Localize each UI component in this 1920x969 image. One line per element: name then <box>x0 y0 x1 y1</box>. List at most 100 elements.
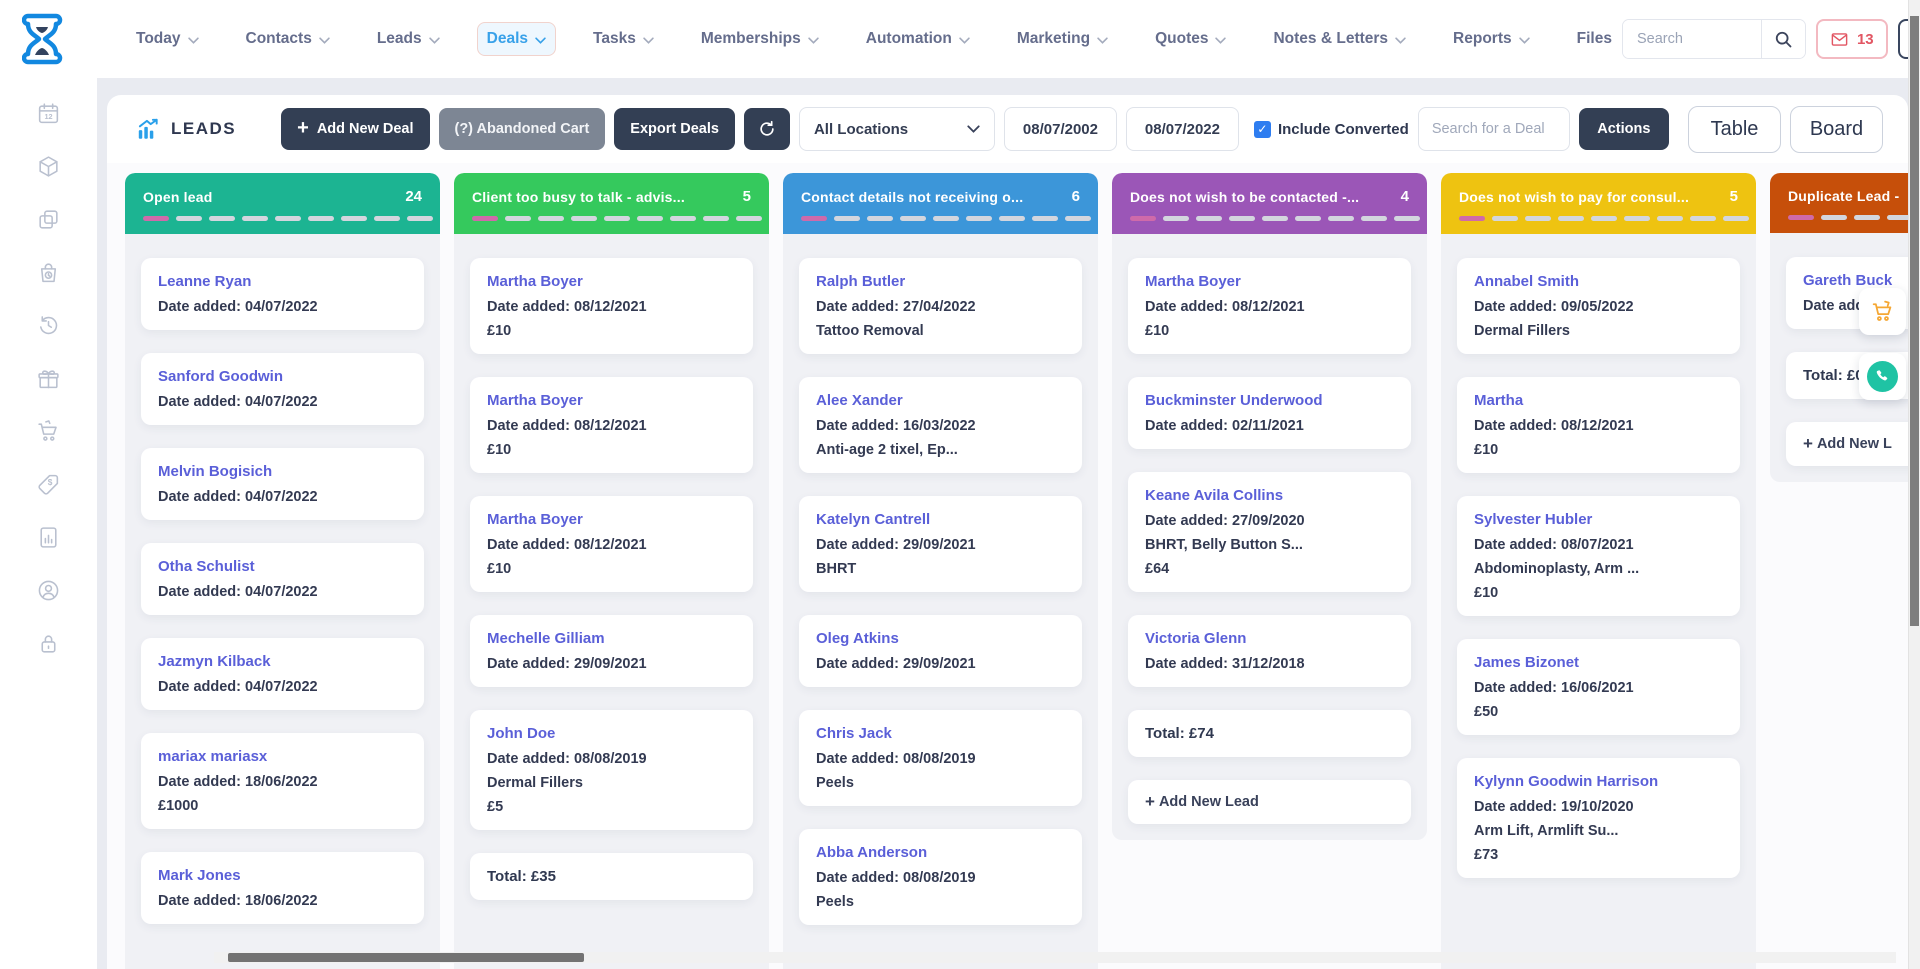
nav-item-automation[interactable]: Automation <box>856 22 980 56</box>
whatsapp-floating-button[interactable] <box>1859 353 1906 400</box>
include-converted-toggle[interactable]: ✓ Include Converted <box>1253 120 1409 138</box>
lead-name-link[interactable]: mariax mariasx <box>158 748 268 765</box>
nav-item-files[interactable]: Files <box>1567 22 1622 56</box>
add-new-lead-button[interactable]: + Add New L <box>1786 422 1908 466</box>
board-view-button[interactable]: Board <box>1790 105 1883 153</box>
nav-item-marketing[interactable]: Marketing <box>1007 22 1118 56</box>
lead-card[interactable]: Keane Avila Collins Date added: 27/09/202… <box>1128 472 1411 592</box>
lead-card[interactable]: Martha Boyer Date added: 08/12/2021 £10 <box>470 377 753 473</box>
lead-card[interactable]: James Bizonet Date added: 16/06/2021 £50 <box>1457 639 1740 735</box>
lead-name-link[interactable]: Oleg Atkins <box>816 630 899 647</box>
lead-card[interactable]: Chris Jack Date added: 08/08/2019 Peels <box>799 710 1082 806</box>
lead-card[interactable]: Martha Boyer Date added: 08/12/2021 £10 <box>470 258 753 354</box>
lead-name-link[interactable]: Jazmyn Kilback <box>158 653 271 670</box>
lock-icon[interactable] <box>36 630 62 656</box>
lead-card[interactable]: Leanne Ryan Date added: 04/07/2022 <box>141 258 424 330</box>
lead-name-link[interactable]: Martha Boyer <box>487 392 583 409</box>
support-icon[interactable] <box>36 577 62 603</box>
lead-name-link[interactable]: Sylvester Hubler <box>1474 511 1593 528</box>
date-from-input[interactable]: 08/07/2002 <box>1003 107 1117 151</box>
shopping-bag-icon[interactable] <box>36 259 62 285</box>
vertical-scrollbar[interactable] <box>1908 0 1920 969</box>
mail-notifications-badge[interactable]: 13 <box>1815 19 1888 59</box>
report-icon[interactable] <box>36 524 62 550</box>
lead-name-link[interactable]: Martha Boyer <box>487 511 583 528</box>
actions-button[interactable]: Actions <box>1578 108 1669 150</box>
lead-name-link[interactable]: John Doe <box>487 725 556 742</box>
copy-icon[interactable] <box>36 206 62 232</box>
lead-name-link[interactable]: Alee Xander <box>816 392 903 409</box>
add-new-deal-button[interactable]: + Add New Deal <box>281 108 430 150</box>
lead-name-link[interactable]: Melvin Bogisich <box>158 463 273 480</box>
lead-name-link[interactable]: Gareth Buck <box>1803 272 1893 289</box>
nav-item-notes-letters[interactable]: Notes & Letters <box>1263 22 1416 56</box>
lead-card[interactable]: Mechelle Gilliam Date added: 29/09/2021 <box>470 615 753 687</box>
add-new-lead-button[interactable]: + Add New Lead <box>1128 780 1411 824</box>
lead-name-link[interactable]: Martha Boyer <box>487 273 583 290</box>
lead-name-link[interactable]: Ralph Butler <box>816 273 906 290</box>
lead-card[interactable]: Kylynn Goodwin Harrison Date added: 19/10… <box>1457 758 1740 878</box>
lead-card[interactable]: Abba Anderson Date added: 08/08/2019 Peels <box>799 829 1082 925</box>
lead-card[interactable]: Sanford Goodwin Date added: 04/07/2022 <box>141 353 424 425</box>
lead-card[interactable]: John Doe Date added: 08/08/2019 Dermal Fil… <box>470 710 753 830</box>
lead-name-link[interactable]: Buckminster Underwood <box>1145 392 1323 409</box>
lead-name-link[interactable]: Otha Schulist <box>158 558 255 575</box>
refresh-button[interactable] <box>743 108 790 150</box>
lead-card[interactable]: Martha Boyer Date added: 08/12/2021 £10 <box>1128 258 1411 354</box>
lead-card[interactable]: Ralph Butler Date added: 27/04/2022 Tattoo… <box>799 258 1082 354</box>
tag-icon[interactable]: $ <box>36 471 62 497</box>
cart-icon[interactable] <box>36 418 62 444</box>
lead-card[interactable]: Martha Date added: 08/12/2021 £10 <box>1457 377 1740 473</box>
export-deals-button[interactable]: Export Deals <box>614 108 735 150</box>
lead-name-link[interactable]: Katelyn Cantrell <box>816 511 931 528</box>
nav-item-contacts[interactable]: Contacts <box>236 22 340 56</box>
lead-name-link[interactable]: Sanford Goodwin <box>158 368 283 385</box>
nav-item-tasks[interactable]: Tasks <box>583 22 664 56</box>
abandoned-cart-floating-button[interactable] <box>1859 288 1906 335</box>
nav-item-deals[interactable]: Deals <box>476 22 557 56</box>
date-to-input[interactable]: 08/07/2022 <box>1125 107 1239 151</box>
lead-card[interactable]: Annabel Smith Date added: 09/05/2022 Derma… <box>1457 258 1740 354</box>
horizontal-scrollbar-thumb[interactable] <box>228 953 584 962</box>
lead-card[interactable]: Buckminster Underwood Date added: 02/11/2… <box>1128 377 1411 449</box>
lead-card[interactable]: Victoria Glenn Date added: 31/12/2018 <box>1128 615 1411 687</box>
package-icon[interactable] <box>36 153 62 179</box>
lead-card[interactable]: Jazmyn Kilback Date added: 04/07/2022 <box>141 638 424 710</box>
horizontal-scrollbar[interactable] <box>214 952 1896 963</box>
history-icon[interactable] <box>36 312 62 338</box>
gift-icon[interactable] <box>36 365 62 391</box>
lead-card[interactable]: Alee Xander Date added: 16/03/2022 Anti-ag… <box>799 377 1082 473</box>
lead-card[interactable]: Oleg Atkins Date added: 29/09/2021 <box>799 615 1082 687</box>
nav-item-leads[interactable]: Leads <box>367 22 450 56</box>
lead-name-link[interactable]: James Bizonet <box>1474 654 1580 671</box>
lead-card[interactable]: Melvin Bogisich Date added: 04/07/2022 <box>141 448 424 520</box>
lead-card[interactable]: Mark Jones Date added: 18/06/2022 <box>141 852 424 924</box>
lead-card[interactable]: Otha Schulist Date added: 04/07/2022 <box>141 543 424 615</box>
lead-name-link[interactable]: Annabel Smith <box>1474 273 1580 290</box>
nav-item-memberships[interactable]: Memberships <box>691 22 829 56</box>
lead-name-link[interactable]: Mark Jones <box>158 867 241 884</box>
lead-card[interactable]: Sylvester Hubler Date added: 08/07/2021 Ab… <box>1457 496 1740 616</box>
table-view-button[interactable]: Table <box>1688 105 1781 153</box>
deal-search-input[interactable] <box>1431 121 1556 137</box>
lead-name-link[interactable]: Abba Anderson <box>816 844 928 861</box>
abandoned-cart-button[interactable]: (?) Abandoned Cart <box>438 108 606 150</box>
lead-card[interactable]: Katelyn Cantrell Date added: 29/09/2021 BH… <box>799 496 1082 592</box>
location-filter-select[interactable]: All Locations <box>798 107 995 151</box>
vertical-scrollbar-thumb[interactable] <box>1910 16 1919 626</box>
lead-name-link[interactable]: Victoria Glenn <box>1145 630 1247 647</box>
nav-item-today[interactable]: Today <box>126 22 209 56</box>
lead-name-link[interactable]: Mechelle Gilliam <box>487 630 605 647</box>
lead-name-link[interactable]: Keane Avila Collins <box>1145 487 1284 504</box>
lead-name-link[interactable]: Kylynn Goodwin Harrison <box>1474 773 1659 790</box>
nav-item-reports[interactable]: Reports <box>1443 22 1540 56</box>
search-input[interactable] <box>1622 20 1761 58</box>
nav-item-quotes[interactable]: Quotes <box>1145 22 1236 56</box>
lead-name-link[interactable]: Martha <box>1474 392 1524 409</box>
lead-card[interactable]: mariax mariasx Date added: 18/06/2022 £100… <box>141 733 424 829</box>
include-converted-checkbox[interactable]: ✓ <box>1253 120 1271 138</box>
calendar-icon[interactable]: 12 <box>36 100 62 126</box>
search-icon[interactable] <box>1760 20 1805 58</box>
lead-name-link[interactable]: Leanne Ryan <box>158 273 252 290</box>
lead-card[interactable]: Martha Boyer Date added: 08/12/2021 £10 <box>470 496 753 592</box>
